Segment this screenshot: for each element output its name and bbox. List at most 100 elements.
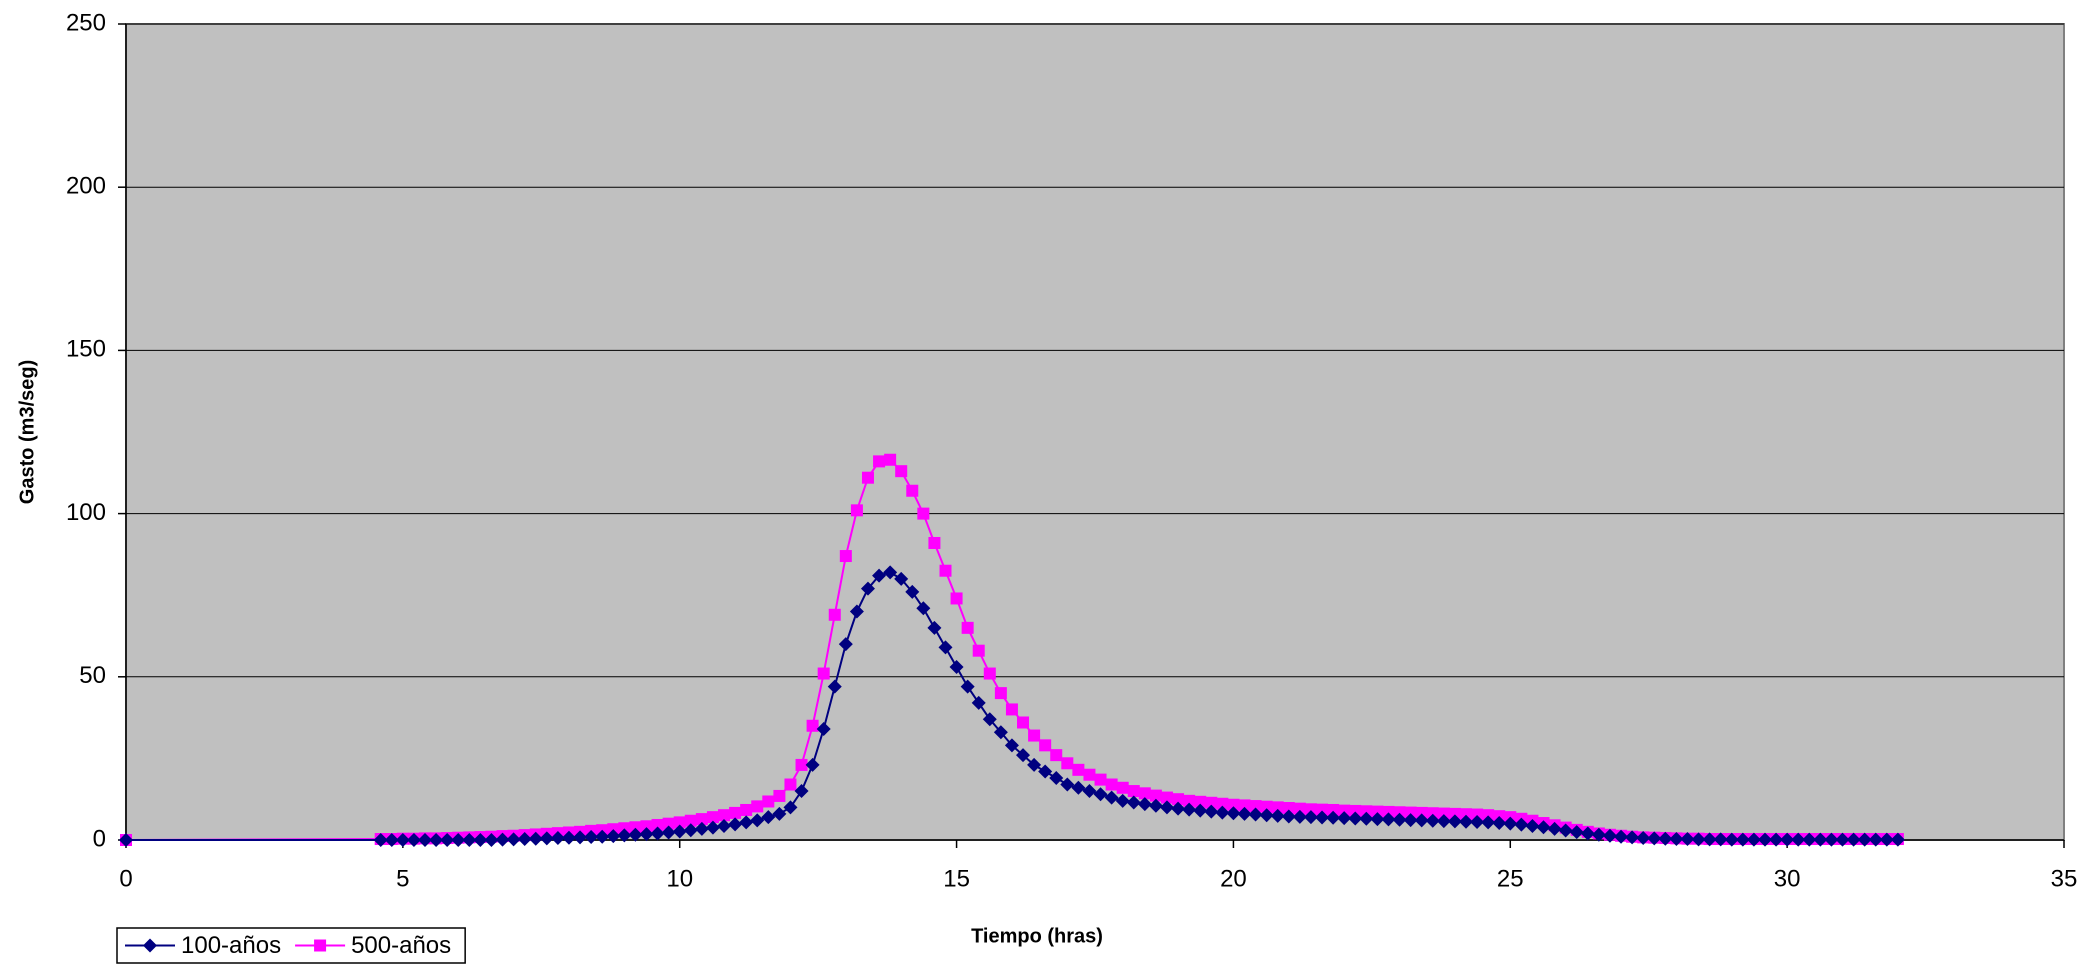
data-point [1205,796,1218,809]
data-point [1680,832,1695,847]
data-point [1193,803,1208,818]
data-point [1004,738,1019,753]
data-point [1890,832,1905,847]
data-point [1746,832,1761,847]
data-point [1137,797,1152,812]
data-point [1216,797,1229,810]
data-point [1226,806,1241,821]
data-point [1227,798,1240,811]
data-point [1370,812,1385,827]
data-point [1447,814,1462,829]
data-point [1248,807,1263,822]
data-point [1625,830,1640,845]
data-point [1116,781,1129,794]
data-point [1436,814,1451,829]
x-tick-label: 0 [119,865,132,892]
x-tick-label: 5 [396,865,409,892]
x-tick-label: 25 [1497,865,1524,892]
data-point [1315,810,1330,825]
data-point [1471,808,1484,821]
data-point [1636,831,1651,846]
data-point [1437,807,1450,820]
data-point [1204,804,1219,819]
data-point [473,833,488,847]
data-point [1547,821,1562,836]
data-point [1316,803,1329,816]
legend: 100-años 500-años [116,927,466,964]
data-point [695,813,708,826]
data-point [705,820,720,835]
y-tick-label: 100 [66,499,106,526]
data-point [1348,811,1363,826]
data-point [1271,801,1284,814]
data-point [1425,813,1440,828]
data-point [816,722,831,737]
data-point [806,719,819,732]
data-point [1359,811,1374,826]
data-point [1160,791,1173,804]
data-point [740,803,753,816]
data-point [894,571,909,586]
data-point [906,484,919,497]
y-axis-title: Gasto (m3/seg) [16,360,38,504]
data-point [1005,703,1018,716]
data-point [1259,808,1274,823]
y-tick-label: 50 [79,662,106,689]
data-point [917,507,930,520]
data-point [1338,804,1351,817]
data-point [1105,778,1118,791]
data-point [1580,826,1595,841]
data-point [817,667,830,680]
data-point [872,568,887,583]
data-point [1104,790,1119,805]
data-point [794,784,809,799]
data-point [650,826,665,841]
data-point [1813,832,1828,847]
x-tick-label: 30 [1774,865,1801,892]
data-point [651,818,664,831]
data-point [373,833,388,847]
data-point [1382,805,1395,818]
data-point [761,810,776,825]
data-point [993,725,1008,740]
data-point [119,833,133,847]
data-point [784,778,797,791]
data-point [539,831,554,846]
data-point [1083,768,1096,781]
data-point [672,824,687,839]
data-point [1292,809,1307,824]
data-point [1194,795,1207,808]
data-point [1281,809,1296,824]
legend-label: 100-años [181,932,281,959]
data-point [683,823,698,838]
data-point [828,608,841,621]
data-point [1414,813,1429,828]
data-point [883,565,898,580]
data-point [706,811,719,824]
data-point [462,833,477,847]
data-point [1525,818,1540,833]
plot-area [125,23,2065,841]
x-axis-title: Tiempo (hras) [971,925,1103,947]
data-point [1327,803,1340,816]
data-point [429,833,444,847]
data-point [1050,749,1063,762]
data-point [905,584,920,599]
data-point [927,620,942,635]
data-point [895,465,908,478]
data-point [1038,764,1053,779]
data-point [561,830,576,845]
data-point [517,832,532,847]
data-point [1215,805,1230,820]
x-tick-label: 20 [1220,865,1247,892]
data-point [750,813,765,828]
data-point [960,679,975,694]
data-point [838,637,853,652]
data-point [1238,799,1251,812]
data-point [1780,832,1795,847]
data-point [451,833,466,847]
data-point [1182,802,1197,817]
data-point [1027,757,1042,772]
data-point [1415,806,1428,819]
